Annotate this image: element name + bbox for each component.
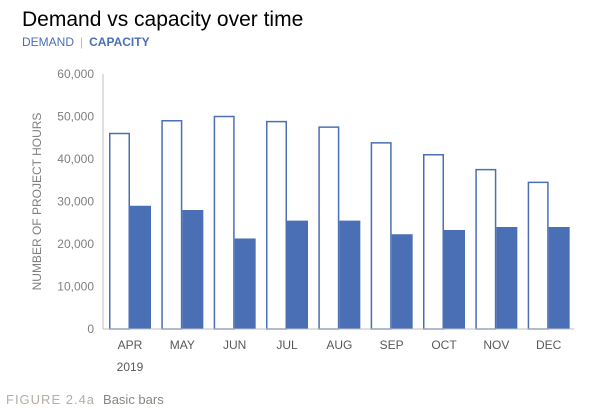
bar-capacity: [548, 227, 570, 329]
bar-capacity: [287, 220, 308, 329]
x-tick-label: MAY: [170, 338, 195, 352]
bar-capacity: [339, 220, 361, 329]
bar-capacity: [130, 205, 151, 329]
bar-demand: [475, 168, 497, 330]
legend-demand: DEMAND: [22, 35, 75, 49]
bar-capacity: [234, 238, 256, 329]
x-tick-label: AUG: [326, 338, 352, 352]
bar-capacity: [182, 210, 204, 329]
y-tick-label: 60,000: [57, 67, 94, 81]
bar-capacity: [391, 234, 413, 329]
bar-demand: [161, 120, 183, 330]
x-tick-label: JUL: [276, 338, 298, 352]
x-tick-label: OCT: [431, 338, 457, 352]
figure-caption-text: Basic bars: [103, 392, 164, 407]
x-tick-label: NOV: [483, 338, 509, 352]
bar-chart: 0 10,000 20,000 30,000 40,000 50,000 60,000 NUM…: [30, 67, 574, 374]
y-tick-label: 50,000: [57, 110, 94, 124]
x-tick-label: DEC: [536, 338, 562, 352]
bar-demand: [266, 120, 287, 330]
bar-demand: [318, 126, 340, 330]
bar-demand: [423, 154, 444, 330]
legend: DEMAND | CAPACITY: [22, 35, 150, 49]
legend-capacity: CAPACITY: [89, 35, 150, 49]
bar-demand: [527, 181, 549, 330]
y-axis-label: NUMBER OF PROJECT HOURS: [30, 113, 44, 291]
y-tick-label: 0: [87, 322, 94, 336]
y-tick-label: 10,000: [57, 280, 94, 294]
bar-capacity: [444, 229, 465, 329]
figure-caption: FIGURE 2.4a Basic bars: [6, 392, 164, 407]
y-tick-label: 40,000: [57, 152, 94, 166]
legend-separator: |: [80, 35, 84, 49]
x-tick-label: APR: [118, 338, 143, 352]
figure-number: FIGURE 2.4a: [6, 392, 96, 407]
y-tick-label: 20,000: [57, 237, 94, 251]
bar-demand: [213, 115, 235, 330]
bar-demand: [370, 142, 392, 330]
bar-demand: [109, 132, 130, 330]
x-tick-label: SEP: [380, 338, 404, 352]
x-tick-label: JUN: [223, 338, 246, 352]
chart-title: Demand vs capacity over time: [22, 8, 304, 31]
y-tick-label: 30,000: [57, 195, 94, 209]
bar-capacity: [496, 227, 518, 329]
x-year-label: 2019: [117, 360, 144, 374]
